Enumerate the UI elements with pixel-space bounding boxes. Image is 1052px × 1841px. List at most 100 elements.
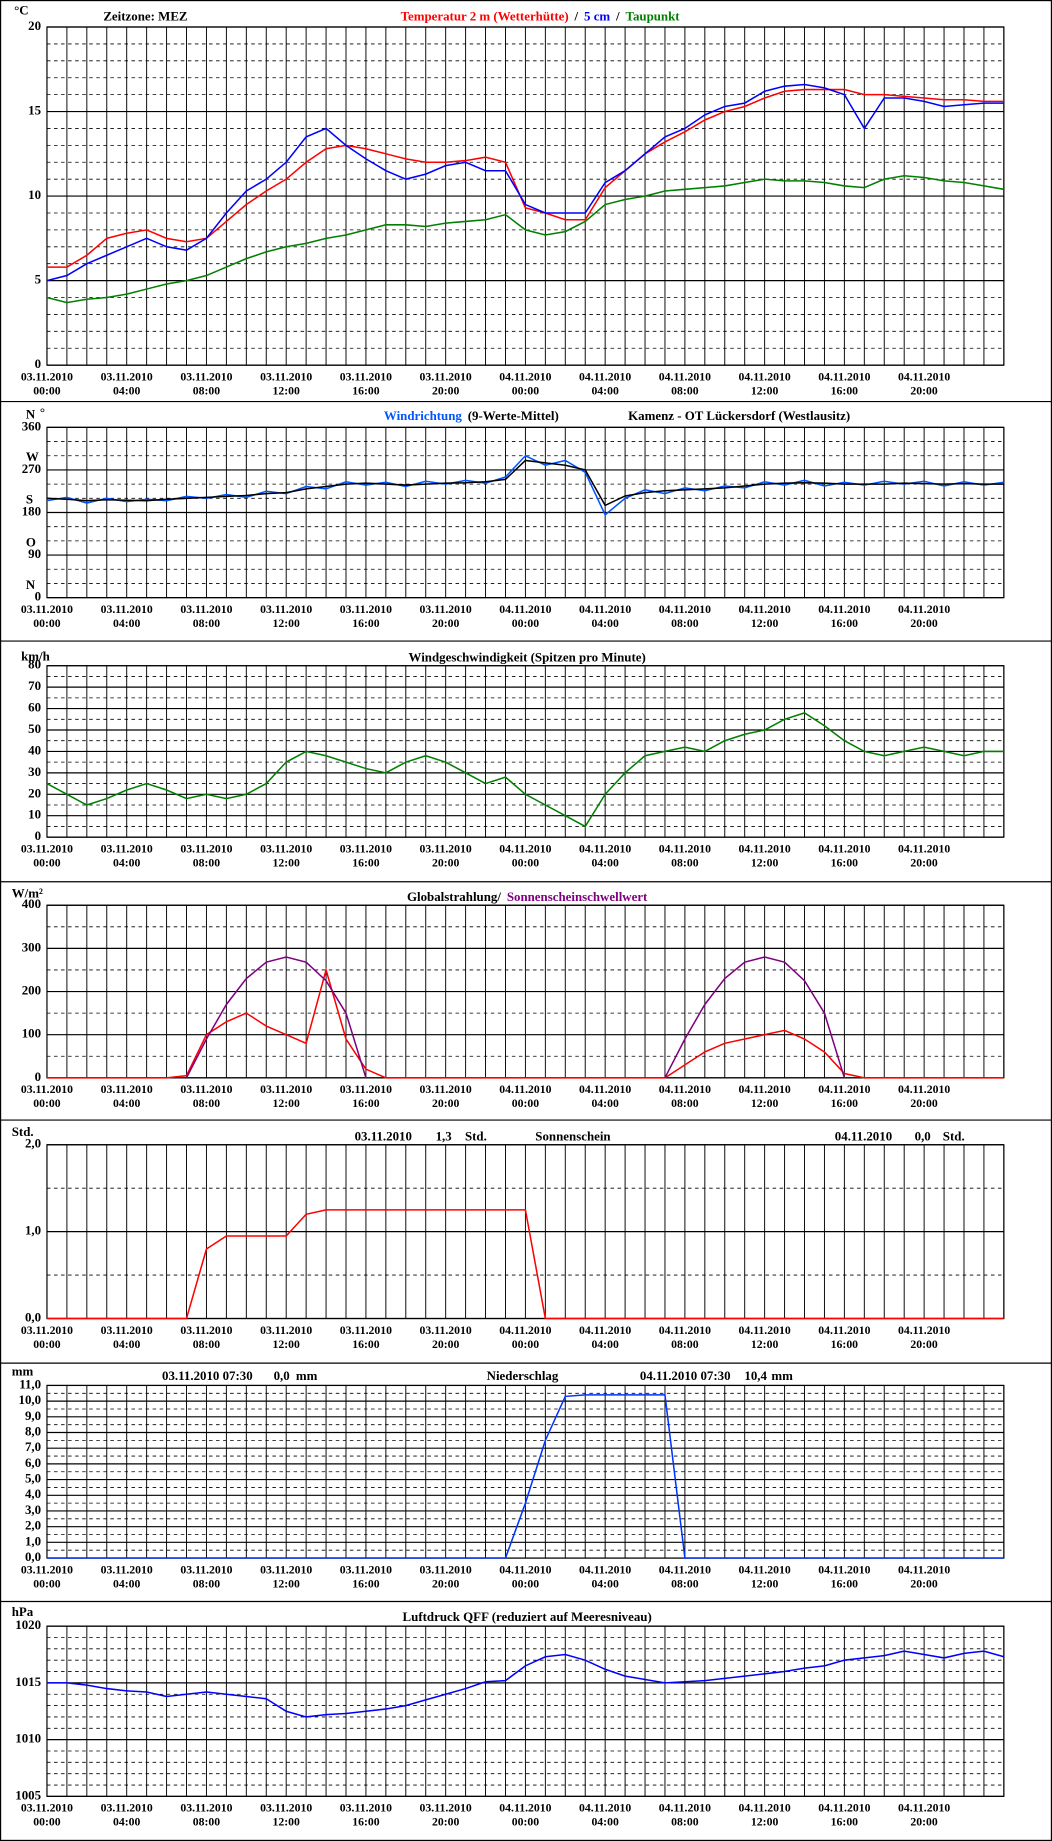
data-line (46, 1650, 1005, 1718)
legend-separator: / (615, 9, 620, 24)
y-tick-label: 0 (35, 589, 41, 604)
y-tick-label: 30 (28, 764, 41, 779)
x-tick-label: 03.11.2010 16:00 (339, 1083, 393, 1111)
x-tick-label: 04.11.2010 00:00 (499, 1324, 552, 1352)
y-tick-label: 3,0 (25, 1502, 41, 1517)
annotation: Std. (943, 1129, 965, 1144)
x-tick-label: 04.11.2010 04:00 (579, 843, 632, 871)
plot-frame (46, 1384, 1005, 1559)
x-tick-label: 03.11.2010 04:00 (100, 1563, 153, 1591)
data-line (46, 83, 1004, 282)
annotation: 03.11.2010 (355, 1129, 412, 1144)
x-tick-label: 04.11.2010 04:00 (579, 1802, 632, 1830)
x-tick-label: 04.11.2010 16:00 (818, 843, 871, 871)
data-line (46, 459, 1004, 507)
y-tick-label: 90 (28, 546, 41, 561)
y-tick-label: 1,0 (25, 1223, 41, 1238)
x-tick-label: 03.11.2010 08:00 (180, 1083, 233, 1111)
y-tick-label: 270 (22, 461, 41, 476)
x-tick-label: 03.11.2010 16:00 (339, 603, 393, 631)
y-tick-label: 1020 (15, 1617, 41, 1632)
y-tick-label: 1,0 (25, 1533, 41, 1548)
annotation: mm (771, 1368, 793, 1383)
x-tick-label: 03.11.2010 20:00 (419, 843, 472, 871)
y-tick-label: 1010 (15, 1731, 41, 1746)
x-tick-label: 04.11.2010 04:00 (579, 1324, 632, 1352)
y-tick-label: 10 (28, 187, 41, 202)
x-tick-label: 03.11.2010 16:00 (339, 1563, 393, 1591)
x-tick-label: 04.11.2010 20:00 (898, 603, 951, 631)
data-line (46, 1394, 1004, 1559)
legend-entry: Globalstrahlung/ (407, 889, 501, 904)
y-tick-label: 400 (22, 896, 41, 911)
x-tick-label: 04.11.2010 04:00 (579, 1083, 632, 1111)
annotation: mm (296, 1368, 318, 1383)
plot-frame (46, 26, 1005, 366)
chart-title: Niederschlag (487, 1368, 559, 1383)
y-tick-label: 0 (35, 828, 41, 843)
x-tick-label: 03.11.2010 08:00 (180, 603, 233, 631)
legend-entry: Sonnenscheinschwellwert (507, 889, 648, 904)
x-tick-label: 03.11.2010 12:00 (260, 1802, 313, 1830)
y-tick-label: 15 (28, 103, 41, 118)
legend-entry: Windrichtung (384, 408, 462, 423)
x-tick-label: 04.11.2010 12:00 (738, 843, 791, 871)
x-tick-label: 03.11.2010 12:00 (260, 1324, 313, 1352)
x-tick-label: 03.11.2010 08:00 (180, 843, 233, 871)
x-tick-label: 03.11.2010 20:00 (419, 1324, 472, 1352)
y-tick-label: 9,0 (25, 1408, 41, 1423)
y-tick-label: 7,0 (25, 1439, 41, 1454)
unit-label: mm (12, 1363, 34, 1378)
legend: Globalstrahlung/Sonnenscheinschwellwert (407, 889, 648, 904)
unit-label: W/m² (12, 886, 43, 901)
x-tick-label: 03.11.2010 04:00 (100, 603, 153, 631)
x-tick-label: 04.11.2010 04:00 (579, 603, 632, 631)
x-tick-label: 03.11.2010 16:00 (339, 1802, 393, 1830)
x-tick-label: 04.11.2010 08:00 (658, 603, 711, 631)
x-tick-label: 03.11.2010 04:00 (100, 1802, 153, 1830)
annotation: 03.11.2010 07:30 (162, 1368, 253, 1383)
y-tick-label: 10,0 (18, 1392, 41, 1407)
annotation: 10,4 (744, 1368, 767, 1383)
y-tick-label: 80 (28, 657, 41, 672)
x-tick-label: 04.11.2010 08:00 (658, 1563, 711, 1591)
x-tick-label: 03.11.2010 00:00 (20, 843, 74, 871)
data-line (46, 712, 1004, 828)
x-tick-label: 03.11.2010 00:00 (20, 1563, 74, 1591)
direction-label: O (26, 534, 36, 549)
x-tick-label: 03.11.2010 08:00 (180, 1324, 233, 1352)
x-tick-label: 03.11.2010 04:00 (100, 371, 153, 399)
y-tick-label: 360 (22, 418, 41, 433)
y-tick-label: 200 (22, 983, 41, 998)
direction-label: S (26, 492, 33, 507)
data-line (185, 956, 846, 1079)
x-tick-label: 03.11.2010 20:00 (419, 1083, 472, 1111)
y-tick-label: 11,0 (19, 1376, 41, 1391)
legend-entry: Temperatur 2 m (Wetterhütte) (401, 9, 569, 24)
y-tick-label: 0,0 (25, 1549, 41, 1564)
legend: Windrichtung (9-Werte-Mittel) (384, 408, 559, 423)
x-tick-label: 04.11.2010 12:00 (738, 603, 791, 631)
x-tick-label: 03.11.2010 00:00 (20, 1324, 74, 1352)
x-tick-label: 04.11.2010 08:00 (658, 1083, 711, 1111)
annotation: 0,0 (274, 1368, 290, 1383)
y-tick-label: 1015 (15, 1674, 41, 1689)
y-tick-label: 5,0 (25, 1471, 41, 1486)
x-tick-label: 04.11.2010 16:00 (818, 1083, 871, 1111)
legend-entry: Taupunkt (626, 9, 681, 24)
x-tick-label: 03.11.2010 00:00 (20, 371, 74, 399)
x-tick-label: 03.11.2010 08:00 (180, 1563, 233, 1591)
plot-frame (46, 426, 1005, 599)
y-tick-label: 1005 (15, 1787, 41, 1802)
legend-separator: / (574, 9, 579, 24)
x-tick-label: 04.11.2010 12:00 (738, 1563, 791, 1591)
y-tick-label: 20 (28, 785, 41, 800)
x-tick-label: 04.11.2010 04:00 (579, 1563, 632, 1591)
x-tick-label: 03.11.2010 12:00 (260, 843, 313, 871)
x-tick-label: 04.11.2010 12:00 (738, 371, 791, 399)
x-tick-label: 04.11.2010 00:00 (499, 603, 552, 631)
x-tick-label: 04.11.2010 20:00 (898, 1083, 951, 1111)
data-line (46, 454, 1004, 517)
